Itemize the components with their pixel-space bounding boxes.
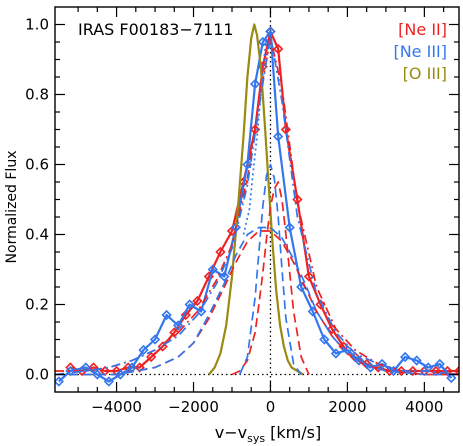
series-ne2-marker xyxy=(192,295,203,307)
y-axis-label: Normalized Flux xyxy=(4,151,20,264)
y-tick-label: 0.8 xyxy=(25,86,49,104)
series-ne3-marker xyxy=(196,306,207,317)
series-ne2-marker xyxy=(146,351,157,363)
series-ne3-dashed-line-8 xyxy=(238,163,302,375)
x-tick-label: −4000 xyxy=(91,398,142,416)
series-ne3-marker xyxy=(103,376,114,387)
series-ne2-marker xyxy=(215,246,226,258)
series-ne2-marker xyxy=(122,362,134,373)
x-tick-label: 2000 xyxy=(328,398,366,416)
series-ne2-marker xyxy=(407,365,418,377)
x-axis-label: v−vsys [km/s] xyxy=(215,423,321,445)
series-ne3-marker xyxy=(161,309,172,321)
series-ne3-marker xyxy=(446,372,457,384)
series-ne3-marker xyxy=(319,334,330,345)
series-ne3-marker xyxy=(400,351,411,363)
series-ne3-marker xyxy=(149,334,161,345)
y-tick-label: 0.2 xyxy=(25,296,49,314)
legend-entry-ne3: [Ne III] xyxy=(393,42,447,61)
series-ne3-dotted-line-9 xyxy=(242,27,270,235)
series-ne3-marker xyxy=(115,369,126,380)
series-ne2-solid-line-0 xyxy=(70,30,459,373)
series-ne3-dashed-line-7 xyxy=(55,226,459,376)
series-ne2-marker xyxy=(157,341,168,352)
series-ne2-marker xyxy=(453,365,459,377)
series-ne2-marker xyxy=(169,327,180,338)
series-ne3-marker xyxy=(184,299,195,310)
y-tick-label: 0.0 xyxy=(25,366,49,384)
x-tick-label: 0 xyxy=(266,398,276,416)
series-ne3-marker xyxy=(138,344,149,356)
series-ne3-marker xyxy=(219,271,230,282)
series-ne3-marker xyxy=(80,362,91,373)
series-ne3-dashdot-line-4 xyxy=(55,34,459,376)
series-ne3-marker xyxy=(249,78,261,90)
x-tick-label: 4000 xyxy=(405,398,443,416)
series-ne3-marker xyxy=(172,320,184,331)
legend-entry-ne2: [Ne II] xyxy=(398,20,447,39)
series-ne2-marker xyxy=(180,309,191,321)
series-ne2-dashdot-line-3 xyxy=(55,37,459,376)
series-ne3-marker xyxy=(92,369,103,380)
series-ne3-marker xyxy=(55,376,64,387)
series-ne2-marker xyxy=(249,124,261,135)
x-tick-label: −2000 xyxy=(168,398,219,416)
series-ne3-marker xyxy=(273,131,284,142)
chart-title: IRAS F00183−7111 xyxy=(78,20,234,39)
y-tick-label: 0.6 xyxy=(25,156,49,174)
series-ne2-marker xyxy=(303,271,315,282)
series-ne3-marker xyxy=(284,222,295,233)
series-ne3-marker xyxy=(257,36,268,48)
series-ne3-marker xyxy=(242,159,253,170)
legend-entry-o3: [O III] xyxy=(403,64,447,83)
plot-frame xyxy=(54,6,460,393)
series-ne3-marker xyxy=(376,358,388,370)
series-ne2-marker xyxy=(134,362,145,373)
series-ne2-dashed-line-5 xyxy=(55,230,459,376)
y-tick-label: 0.4 xyxy=(25,226,49,244)
series-ne3-marker xyxy=(330,348,342,359)
series-o3-solid-line-2 xyxy=(208,23,304,376)
series-ne2-dashed-line-6 xyxy=(231,181,310,376)
series-ne3-marker xyxy=(434,358,445,370)
series-ne3-solid-line-1 xyxy=(58,30,453,383)
series-ne3-marker xyxy=(411,355,422,366)
y-tick-label: 1.0 xyxy=(25,16,49,34)
series-ne3-marker xyxy=(207,264,218,275)
series-ne2-marker xyxy=(273,43,284,55)
legend: [Ne II] [Ne III] [O III] xyxy=(393,20,447,83)
